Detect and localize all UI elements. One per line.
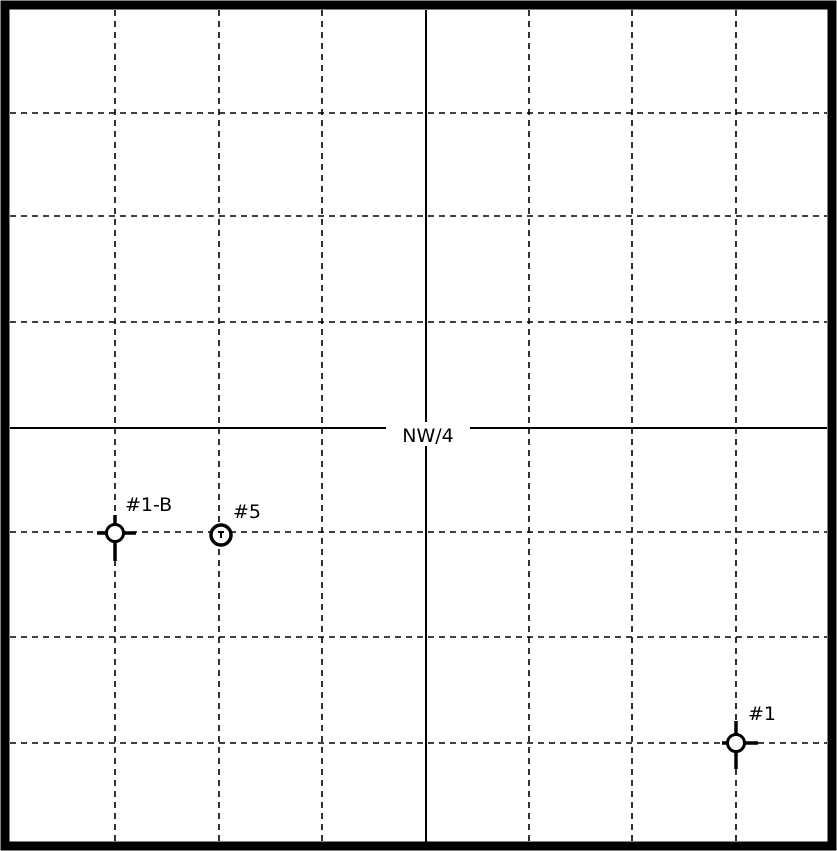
section-grid — [10, 10, 827, 842]
oil-well-icon — [722, 721, 758, 769]
location-icon — [209, 523, 233, 547]
quarter-label: NW/4 — [402, 425, 454, 447]
well-label-1b: #1-B — [125, 494, 172, 516]
quarter-label-bg — [386, 422, 470, 446]
oil-well-icon — [97, 515, 136, 561]
well-label-1: #1 — [748, 703, 776, 725]
well-label-5: #5 — [233, 501, 261, 523]
